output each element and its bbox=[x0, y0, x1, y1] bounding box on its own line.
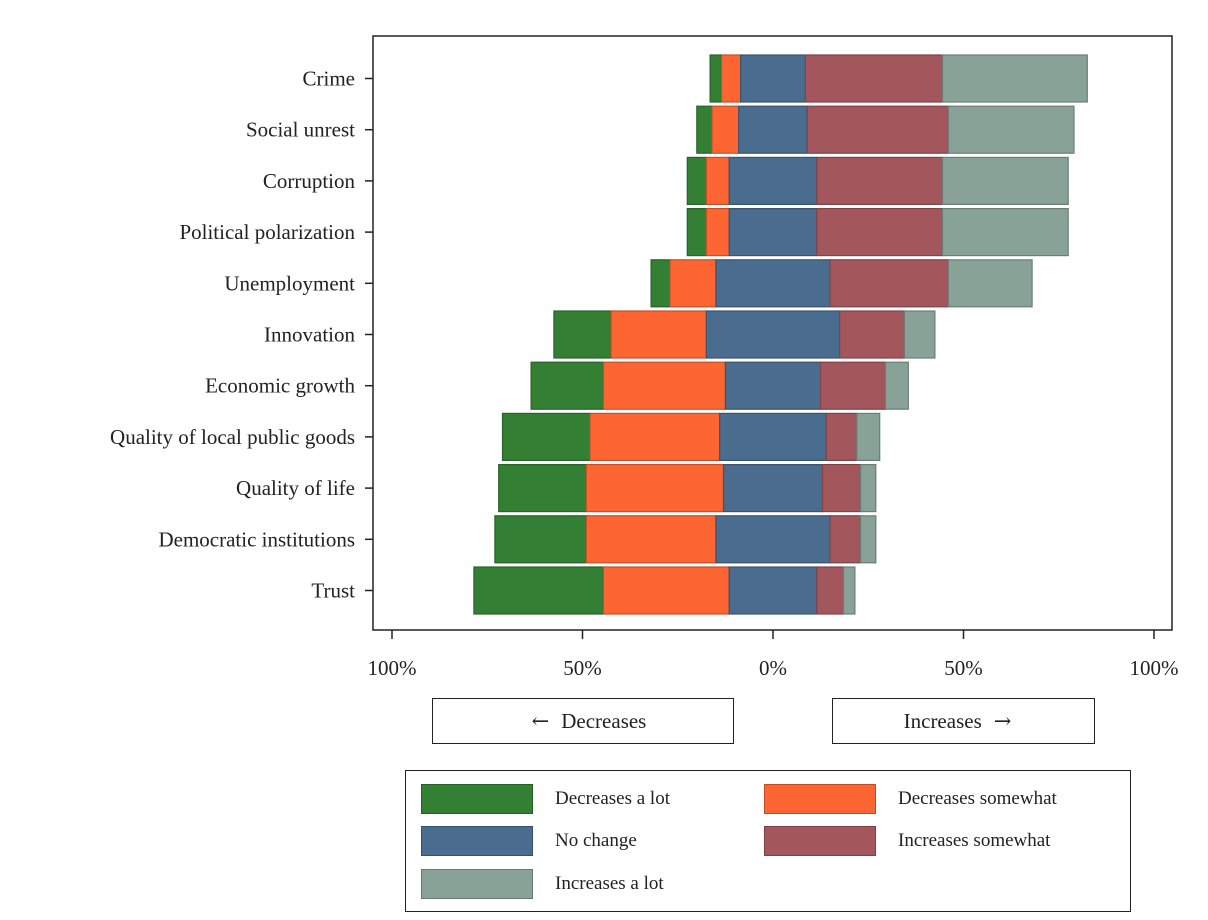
bar-increases-a-lot-unemployment bbox=[947, 259, 1033, 308]
bar-decreases-a-lot-innovation bbox=[553, 310, 612, 359]
bar-increases-somewhat-corruption bbox=[816, 156, 944, 205]
x-tick-label: 50% bbox=[563, 656, 602, 680]
bar-decreases-somewhat-economic-growth bbox=[602, 361, 727, 410]
legend-item-no-change: No change bbox=[421, 826, 637, 856]
bar-decreases-somewhat-innovation bbox=[610, 310, 707, 359]
bar-decreases-a-lot-corruption bbox=[686, 156, 707, 205]
left-arrow-icon: ← bbox=[531, 709, 550, 733]
bar-decreases-somewhat-quality-of-life bbox=[585, 464, 725, 513]
legend: Decreases a lot Decreases somewhat No ch… bbox=[405, 770, 1131, 912]
increases-text: Increases bbox=[903, 708, 982, 733]
bar-increases-somewhat-democratic-institutions bbox=[829, 515, 862, 564]
legend-swatch bbox=[421, 869, 533, 899]
bar-increases-a-lot-trust bbox=[842, 566, 856, 615]
bar-decreases-a-lot-unemployment bbox=[650, 259, 671, 308]
bar-decreases-somewhat-trust bbox=[602, 566, 730, 615]
legend-label: Decreases a lot bbox=[555, 788, 670, 809]
bar-decreases-somewhat-political-polarization bbox=[705, 208, 730, 257]
bar-no-change-quality-of-life bbox=[722, 464, 824, 513]
bar-decreases-a-lot-political-polarization bbox=[686, 208, 707, 257]
bar-no-change-economic-growth bbox=[724, 361, 822, 410]
bar-no-change-social-unrest bbox=[738, 105, 808, 154]
bar-increases-somewhat-innovation bbox=[839, 310, 906, 359]
bar-increases-somewhat-trust bbox=[816, 566, 845, 615]
bar-no-change-unemployment bbox=[715, 259, 831, 308]
bar-no-change-trust bbox=[728, 566, 818, 615]
bar-decreases-somewhat-corruption bbox=[705, 156, 730, 205]
decreases-direction-label: ← Decreases bbox=[432, 698, 734, 744]
bar-no-change-quality-of-local-public-goods bbox=[719, 412, 828, 461]
y-tick-label: Democratic institutions bbox=[158, 527, 355, 551]
bar-decreases-a-lot-quality-of-life bbox=[498, 464, 587, 513]
legend-label: No change bbox=[555, 830, 637, 851]
bar-increases-somewhat-economic-growth bbox=[819, 361, 886, 410]
bar-increases-somewhat-quality-of-local-public-goods bbox=[825, 412, 858, 461]
bar-increases-somewhat-quality-of-life bbox=[821, 464, 862, 513]
bar-no-change-political-polarization bbox=[728, 208, 818, 257]
legend-label: Increases somewhat bbox=[898, 830, 1051, 851]
x-tick-label: 50% bbox=[944, 656, 983, 680]
legend-label: Increases a lot bbox=[555, 873, 664, 894]
x-axis: 100% 50% 0% 50% 100% bbox=[368, 630, 1179, 680]
x-tick-label: 100% bbox=[1130, 656, 1179, 680]
bar-decreases-a-lot-crime bbox=[709, 54, 723, 103]
bar-increases-a-lot-quality-of-local-public-goods bbox=[856, 412, 881, 461]
increases-direction-label: Increases → bbox=[832, 698, 1095, 744]
bar-increases-somewhat-crime bbox=[804, 54, 944, 103]
bar-increases-a-lot-democratic-institutions bbox=[859, 515, 877, 564]
y-tick-label: Unemployment bbox=[224, 271, 355, 295]
bar-decreases-a-lot-social-unrest bbox=[696, 105, 713, 154]
bar-increases-a-lot-economic-growth bbox=[884, 361, 909, 410]
bar-no-change-democratic-institutions bbox=[715, 515, 831, 564]
y-tick-label: Trust bbox=[311, 579, 355, 603]
bar-decreases-somewhat-democratic-institutions bbox=[585, 515, 717, 564]
right-arrow-icon: → bbox=[993, 709, 1012, 733]
legend-swatch bbox=[764, 826, 876, 856]
legend-swatch bbox=[421, 826, 533, 856]
bar-decreases-a-lot-democratic-institutions bbox=[494, 515, 587, 564]
chart: Crime Social unrest Corruption Political po… bbox=[110, 35, 1179, 680]
y-tick-label: Political polarization bbox=[179, 220, 355, 244]
legend-label: Decreases somewhat bbox=[898, 788, 1057, 809]
y-tick-label: Crime bbox=[303, 67, 356, 91]
bar-increases-a-lot-crime bbox=[941, 54, 1088, 103]
bar-decreases-somewhat-crime bbox=[720, 54, 742, 103]
y-tick-label: Social unrest bbox=[246, 118, 355, 142]
bar-decreases-somewhat-quality-of-local-public-goods bbox=[589, 412, 721, 461]
x-tick-label: 0% bbox=[759, 656, 787, 680]
y-axis-labels: Crime Social unrest Corruption Political po… bbox=[110, 67, 373, 603]
bar-decreases-a-lot-trust bbox=[473, 566, 604, 615]
bars bbox=[473, 54, 1088, 615]
bar-increases-a-lot-innovation bbox=[903, 310, 936, 359]
legend-item-decreases-somewhat: Decreases somewhat bbox=[764, 784, 1057, 814]
legend-item-increases-somewhat: Increases somewhat bbox=[764, 826, 1050, 856]
legend-swatch bbox=[421, 784, 533, 814]
bar-increases-a-lot-quality-of-life bbox=[859, 464, 877, 513]
decreases-text: Decreases bbox=[561, 708, 647, 733]
y-tick-label: Corruption bbox=[263, 169, 356, 193]
y-tick-label: Innovation bbox=[264, 323, 355, 347]
bar-decreases-a-lot-quality-of-local-public-goods bbox=[501, 412, 591, 461]
bar-increases-a-lot-political-polarization bbox=[941, 208, 1069, 257]
bar-decreases-somewhat-social-unrest bbox=[711, 105, 740, 154]
bar-decreases-somewhat-unemployment bbox=[669, 259, 717, 308]
bar-increases-somewhat-unemployment bbox=[829, 259, 949, 308]
bar-increases-somewhat-political-polarization bbox=[816, 208, 944, 257]
bar-increases-a-lot-corruption bbox=[941, 156, 1069, 205]
bar-increases-somewhat-social-unrest bbox=[806, 105, 949, 154]
bar-no-change-corruption bbox=[728, 156, 818, 205]
y-tick-label: Quality of life bbox=[236, 476, 355, 500]
bar-decreases-a-lot-economic-growth bbox=[530, 361, 605, 410]
x-tick-label: 100% bbox=[368, 656, 417, 680]
legend-item-decreases-a-lot: Decreases a lot bbox=[421, 784, 670, 814]
bar-increases-a-lot-social-unrest bbox=[947, 105, 1075, 154]
y-tick-label: Economic growth bbox=[205, 374, 355, 398]
y-tick-label: Quality of local public goods bbox=[110, 425, 355, 449]
bar-no-change-innovation bbox=[705, 310, 841, 359]
legend-item-increases-a-lot: Increases a lot bbox=[421, 869, 664, 899]
bar-no-change-crime bbox=[739, 54, 806, 103]
legend-swatch bbox=[764, 784, 876, 814]
